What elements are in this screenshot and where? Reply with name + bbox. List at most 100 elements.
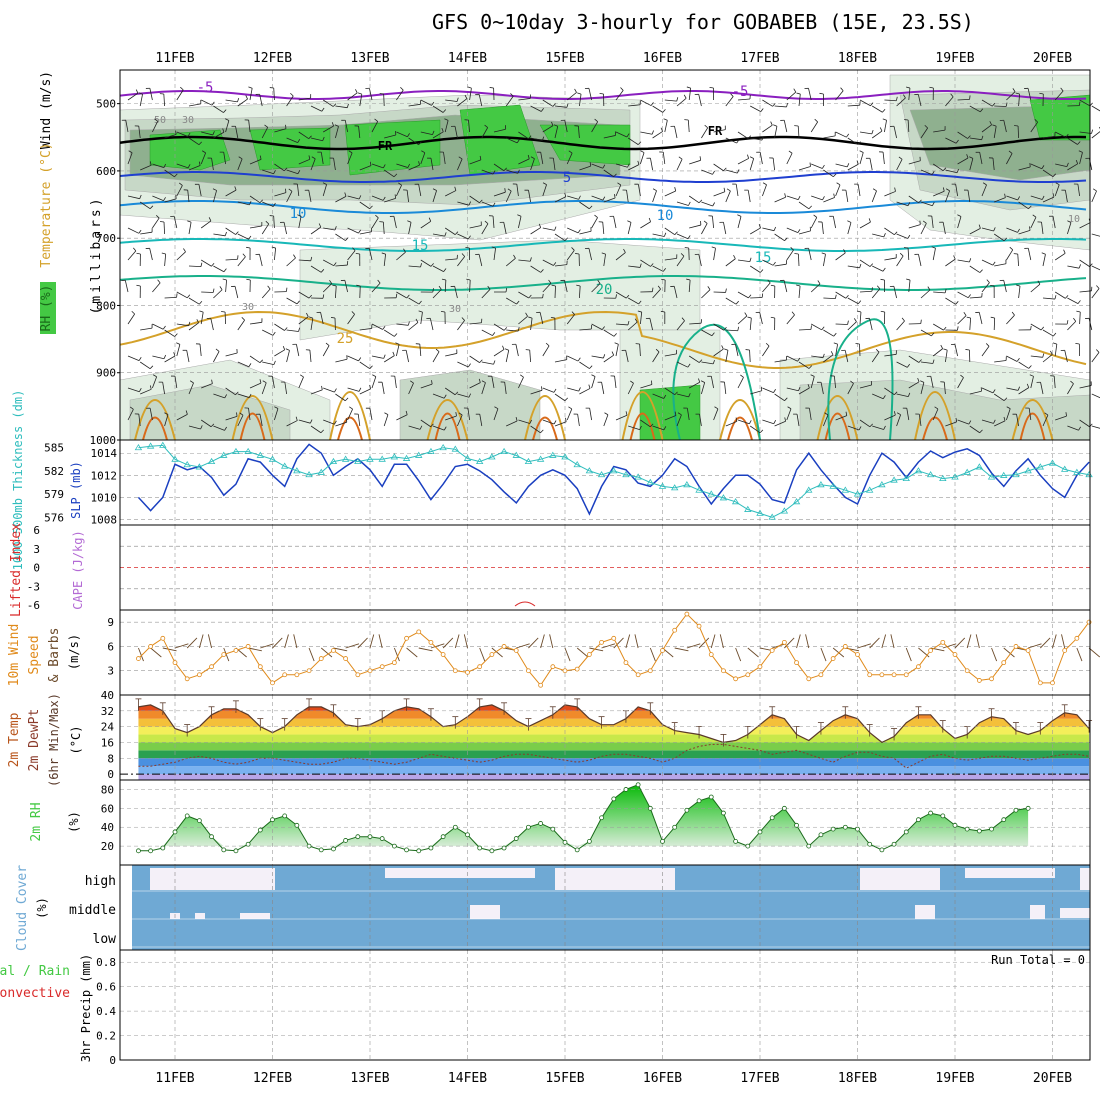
wind-barb [674,126,678,139]
wind-barb [1067,425,1079,431]
wind-barb-flag [187,164,191,169]
wind-barb-flag [850,380,854,384]
wind10-marker [599,639,604,645]
wind-barb-flag [663,426,667,431]
wind-barb-flag [599,93,604,95]
temp-band [138,766,1090,775]
thickness-marker [1073,468,1081,475]
wind10-barb [905,647,912,662]
wind10-marker [526,668,531,674]
wind-barb-flag [418,141,422,145]
wind-barb-flag [821,164,825,169]
wind-barb-flag [322,136,325,141]
wind-barb [164,254,167,267]
thickness-tick-label: 585 [44,442,64,455]
temp-bands [138,704,1090,780]
wind-barb [872,393,884,400]
wind-barb-flag [883,425,886,430]
wind-barb-flag [894,231,898,235]
wind-barb-flag [369,365,373,369]
wind-barb [978,312,983,325]
wind-barb-flag [333,262,337,266]
wind-barb [493,128,506,133]
wind-barb-flag [219,286,223,290]
wind-barb-flag [703,220,708,224]
wind-barb [506,169,518,174]
rh2m-marker [148,848,154,854]
wind10-speed-line [138,613,1090,687]
thickness-marker [475,457,484,465]
wind-barb [188,222,192,235]
wind-barb [493,191,506,197]
temperature-isoline [119,275,1087,291]
wind-barb-flag [700,380,705,383]
thickness-marker [634,473,642,480]
wind-barb [664,190,676,197]
wind-barb [152,323,164,330]
wind-barb [530,137,543,141]
wind-barb-flag [1030,325,1032,330]
wind10-marker [781,639,787,645]
wind-barb-flag [199,310,204,313]
wind-barb-flag [349,406,353,410]
wind-barb [798,94,801,107]
wind-barb [577,126,580,139]
rh2m-marker [294,822,300,828]
wind10-marker [1037,680,1043,686]
wind-barb-flag [677,412,682,416]
rh2m-marker [428,845,434,851]
wind-barb [432,233,445,237]
wind-barb [528,190,531,203]
wind-barb [823,135,836,139]
wind-barb [896,233,908,239]
wind-barb [310,318,314,331]
wind-barb [591,217,598,229]
wind-barb-flag [822,196,825,201]
wind-barb [518,291,529,299]
wind-barb-flag [989,121,992,126]
thickness-marker [939,474,947,482]
wind-barb-flag [660,310,665,313]
wind-barb [686,408,690,421]
wind-barb-flag [384,412,389,415]
wind-barb-flag [979,108,984,113]
wind-barb-flag [516,300,520,305]
wind-barb [419,344,422,357]
wind-barb [857,184,861,197]
wind-barb [310,265,322,273]
wind-barb-flag [494,406,499,410]
wind-barb [688,280,691,293]
cloud-clear-high [385,868,535,878]
wind-barb-flag [920,319,922,324]
wind-barb-flag [163,354,167,359]
wind-barb-flag [136,284,141,287]
wind10-marker [257,664,263,670]
wind-barb [652,190,657,203]
wind-barb [445,190,457,197]
wind-barb [1040,382,1044,395]
wind-barb [457,201,470,206]
wind10-barb [975,634,980,649]
wind10-barb [890,634,895,649]
wind-barb [408,322,419,331]
wind-barb [906,408,910,421]
wind-barb-flag [285,287,288,292]
wind-barb-flag [652,287,654,292]
wind-barb [835,291,847,299]
wind10-marker [794,660,799,666]
wind-barb [261,223,270,235]
wind10-barb [260,643,274,649]
wind-barb [469,279,471,293]
wind-barb-flag [187,220,192,223]
wind-barb [359,328,372,331]
thickness-marker [585,467,594,474]
cloud-clear-middle [1030,905,1045,919]
wind-barb [628,265,641,268]
surface-temperature-loop [134,399,176,441]
wind10-barb [138,647,144,662]
wind-barb-flag [541,386,543,391]
wind10-barb [625,634,631,649]
wind-barb [664,99,677,102]
wind-barb [164,355,176,363]
wind-barb [396,414,408,421]
